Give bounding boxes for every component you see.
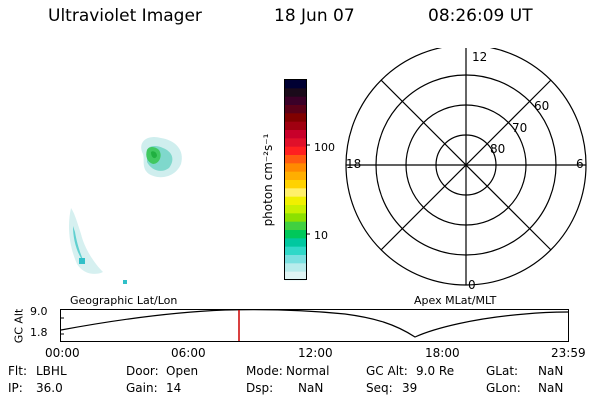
status-gcalt-value: 9.0 Re	[416, 364, 455, 378]
lat-label-80: 80	[490, 142, 505, 156]
colorbar-cell	[285, 105, 306, 114]
colorbar-cell	[285, 113, 306, 123]
colorbar-cell	[285, 138, 306, 148]
status-gain-label: Gain:	[126, 381, 158, 395]
hour-label-18: 18	[346, 157, 361, 171]
status-dsp-value: NaN	[298, 381, 324, 395]
lat-label-60: 60	[534, 99, 549, 113]
date-label: 18 Jun 07	[274, 6, 355, 26]
colorbar-cell	[285, 196, 306, 206]
colorbar-cell	[285, 213, 306, 223]
status-ip-value: 36.0	[36, 381, 63, 395]
x-label-0600: 06:00	[171, 346, 206, 360]
hour-label-12: 12	[472, 50, 487, 64]
colorbar-tick-10: 10	[314, 229, 328, 242]
diagonal-2	[380, 79, 552, 251]
colorbar-cell	[285, 171, 306, 181]
status-glon-label: GLon:	[486, 381, 521, 395]
hour-label-0: 0	[468, 278, 476, 292]
orbit-timeline	[60, 309, 569, 342]
time-label: 08:26:09 UT	[428, 6, 533, 26]
colorbar-cell	[285, 180, 306, 189]
status-seq-label: Seq:	[366, 381, 393, 395]
status-gcalt-label: GC Alt:	[366, 364, 408, 378]
status-ip-label: IP:	[8, 381, 23, 395]
x-label-2359: 23:59	[551, 346, 586, 360]
instrument-title: Ultraviolet Imager	[48, 6, 202, 26]
status-flt-label: Flt:	[8, 364, 27, 378]
colorbar-cell	[285, 163, 306, 173]
auroral-image	[69, 136, 182, 284]
colorbar-cell	[285, 96, 306, 106]
timeline-right-title: Apex MLat/MLT	[414, 294, 497, 307]
colorbar-cell	[285, 205, 306, 214]
status-door-value: Open	[166, 364, 199, 378]
colorbar-unit-label: photon cm⁻²s⁻¹	[261, 133, 275, 227]
colorbar-cell	[285, 230, 306, 239]
lat-label-70: 70	[512, 121, 527, 135]
status-mode-label: Mode:	[246, 364, 283, 378]
colorbar-tick-100: 100	[314, 141, 335, 154]
status-glon-value: NaN	[538, 381, 564, 395]
timeline-axis-label: GC Alt	[12, 308, 26, 344]
status-glat-value: NaN	[538, 364, 564, 378]
colorbar-cell	[285, 80, 306, 89]
hour-label-6: 6	[576, 157, 584, 171]
colorbar-cell	[285, 155, 306, 164]
status-flt-value: LBHL	[36, 364, 67, 378]
orbit-altitude-curve	[60, 309, 569, 338]
colorbar-cell	[285, 263, 306, 273]
colorbar-cell	[285, 146, 306, 156]
x-label-1800: 18:00	[425, 346, 460, 360]
emission-arc-lower	[69, 208, 127, 284]
x-label-0000: 00:00	[45, 346, 80, 360]
status-mode-value: Normal	[286, 364, 330, 378]
colorbar-cell	[285, 88, 306, 98]
emission-blob-upper	[141, 136, 182, 178]
colorbar-cell	[285, 130, 306, 139]
x-label-1200: 12:00	[298, 346, 333, 360]
timeline-left-title: Geographic Lat/Lon	[70, 294, 178, 307]
colorbar-cell	[285, 271, 306, 281]
status-seq-value: 39	[402, 381, 418, 395]
colorbar-cell	[285, 221, 306, 231]
colorbar-cell	[285, 238, 306, 248]
status-door-label: Door:	[126, 364, 159, 378]
colorbar-cell	[285, 246, 306, 256]
timeline-y-label-top: 9.0	[30, 305, 48, 318]
colorbar	[284, 79, 310, 281]
status-gain-value: 14	[166, 381, 182, 395]
status-glat-label: GLat:	[486, 364, 519, 378]
timeline-y-label-bottom: 1.8	[30, 326, 48, 339]
status-dsp-label: Dsp:	[246, 381, 274, 395]
colorbar-cell	[285, 255, 306, 264]
polar-grid: 12 18 6 0 60 70 80	[345, 48, 587, 292]
colorbar-cell	[285, 188, 306, 198]
colorbar-cell	[285, 121, 306, 131]
